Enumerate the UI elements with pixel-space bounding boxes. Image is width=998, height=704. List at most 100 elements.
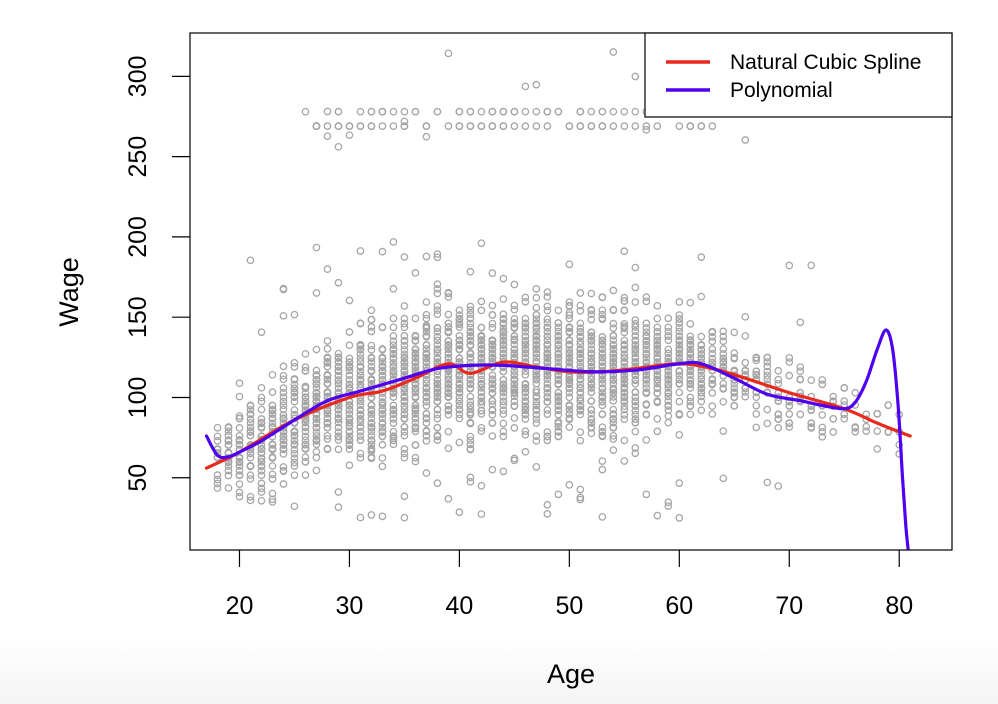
data-point bbox=[477, 239, 486, 248]
data-point bbox=[279, 405, 288, 414]
data-point bbox=[499, 332, 508, 341]
data-point bbox=[268, 475, 277, 483]
data-point bbox=[499, 432, 508, 441]
data-point bbox=[279, 432, 288, 441]
data-point bbox=[400, 453, 409, 462]
data-point bbox=[367, 431, 376, 440]
data-point bbox=[609, 319, 618, 328]
data-point bbox=[576, 380, 585, 389]
data-point bbox=[345, 445, 354, 454]
data-point bbox=[851, 423, 860, 431]
data-point bbox=[598, 293, 607, 302]
data-point bbox=[620, 383, 629, 392]
data-point bbox=[609, 48, 618, 56]
data-point bbox=[235, 379, 244, 388]
data-point bbox=[411, 388, 420, 397]
data-point bbox=[576, 402, 585, 410]
data-point bbox=[345, 432, 354, 441]
data-point bbox=[785, 354, 794, 362]
data-point bbox=[378, 427, 387, 436]
data-point bbox=[587, 375, 596, 383]
data-point bbox=[576, 324, 585, 333]
data-point bbox=[587, 380, 596, 389]
data-point bbox=[323, 132, 332, 141]
data-point bbox=[675, 327, 684, 336]
data-point bbox=[345, 376, 354, 384]
data-point bbox=[367, 327, 376, 336]
data-point bbox=[521, 388, 530, 397]
data-point bbox=[521, 370, 530, 379]
data-point bbox=[422, 321, 431, 330]
data-point bbox=[510, 107, 519, 116]
data-point bbox=[587, 345, 596, 354]
x-axis-label: Age bbox=[547, 659, 595, 689]
data-point bbox=[642, 345, 651, 354]
y-tick-label: 300 bbox=[124, 55, 152, 97]
data-point bbox=[411, 337, 420, 345]
data-point bbox=[532, 323, 541, 332]
data-point bbox=[719, 345, 728, 353]
data-point bbox=[257, 488, 266, 496]
data-point bbox=[290, 375, 299, 384]
data-point bbox=[785, 419, 794, 427]
data-point bbox=[499, 367, 508, 376]
x-tick-label: 50 bbox=[555, 592, 583, 620]
data-point bbox=[631, 388, 640, 396]
data-point bbox=[444, 380, 453, 389]
data-point bbox=[433, 341, 442, 349]
data-point bbox=[532, 293, 541, 302]
data-point bbox=[521, 380, 530, 389]
data-point bbox=[301, 107, 310, 116]
data-point bbox=[257, 458, 266, 466]
data-point bbox=[675, 367, 684, 376]
data-point bbox=[301, 432, 310, 441]
data-point bbox=[268, 410, 277, 419]
data-point bbox=[609, 358, 618, 366]
data-point bbox=[664, 314, 673, 323]
data-point bbox=[422, 332, 431, 341]
data-point bbox=[598, 397, 607, 406]
data-point bbox=[455, 371, 464, 380]
legend-label: Natural Cubic Spline bbox=[730, 51, 921, 74]
data-point bbox=[565, 350, 574, 358]
data-point bbox=[312, 432, 321, 440]
data-point bbox=[433, 332, 442, 341]
data-point bbox=[411, 392, 420, 401]
data-point bbox=[741, 136, 750, 144]
data-point bbox=[840, 383, 849, 392]
data-point bbox=[334, 414, 343, 422]
data-point bbox=[576, 358, 585, 367]
x-tick-label: 70 bbox=[775, 592, 803, 620]
data-point bbox=[367, 341, 376, 350]
data-point bbox=[499, 295, 508, 303]
data-point bbox=[400, 392, 409, 401]
data-point bbox=[587, 336, 596, 345]
data-point bbox=[576, 301, 585, 310]
data-point bbox=[620, 354, 629, 362]
data-point bbox=[598, 340, 607, 349]
data-point bbox=[565, 393, 574, 402]
data-point bbox=[400, 122, 409, 130]
data-point bbox=[279, 311, 288, 320]
data-point bbox=[653, 414, 662, 423]
data-point bbox=[499, 349, 508, 358]
data-point bbox=[268, 462, 277, 470]
data-point bbox=[664, 397, 673, 405]
data-point bbox=[642, 400, 651, 408]
data-point bbox=[356, 436, 365, 444]
data-point bbox=[433, 479, 442, 487]
data-point bbox=[488, 341, 497, 349]
data-point bbox=[356, 397, 365, 406]
data-point bbox=[356, 513, 365, 522]
data-point bbox=[356, 367, 365, 376]
data-point bbox=[763, 375, 772, 384]
data-point bbox=[433, 280, 442, 289]
data-point bbox=[323, 358, 332, 367]
data-point bbox=[477, 375, 486, 384]
data-point bbox=[422, 393, 431, 402]
data-point bbox=[312, 436, 321, 445]
data-point bbox=[664, 327, 673, 336]
data-point bbox=[301, 436, 310, 445]
data-point bbox=[367, 362, 376, 371]
data-point bbox=[367, 410, 376, 418]
